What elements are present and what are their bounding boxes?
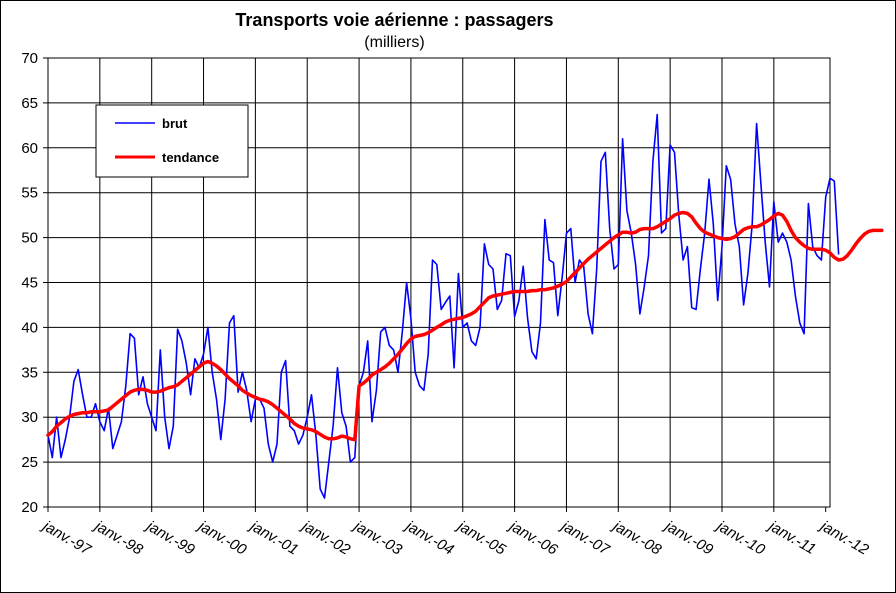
x-tick-label: janv.-06 (505, 517, 561, 559)
legend-box (95, 104, 249, 178)
legend: brut tendance (95, 104, 249, 178)
chart-subtitle: (milliers) (364, 34, 425, 51)
y-tick-label: 30 (21, 409, 38, 426)
y-tick-label: 50 (21, 230, 38, 247)
x-tick-label: janv.-03 (349, 517, 405, 559)
y-tick-label: 20 (21, 499, 38, 516)
series-line-brut (47, 113, 840, 499)
x-tick-label: janv.-00 (194, 517, 250, 559)
x-tick-label: janv.-10 (712, 517, 768, 559)
y-tick-label: 45 (21, 275, 38, 292)
x-tick-label: janv.-08 (609, 517, 665, 559)
x-tick-label: janv.-12 (816, 517, 872, 559)
x-tick-label: janv.-07 (557, 517, 613, 559)
x-tick-label: janv.-97 (38, 517, 94, 559)
x-tick-label: janv.-11 (764, 517, 819, 558)
x-tick-label: janv.-01 (246, 517, 301, 559)
y-tick-label: 35 (21, 364, 38, 381)
y-tick-label: 65 (21, 95, 38, 112)
y-tick-label: 25 (21, 454, 38, 471)
legend-label-tendance: tendance (162, 150, 219, 165)
y-tick-label: 55 (21, 185, 38, 202)
x-tick-label: janv.-02 (297, 517, 353, 559)
legend-label-brut: brut (162, 116, 188, 131)
x-tick-label: janv.-99 (142, 517, 198, 559)
x-tick-label: janv.-04 (401, 517, 456, 559)
y-tick-label: 40 (21, 319, 38, 336)
x-tick-label: janv.-09 (660, 517, 716, 559)
x-tick-label: janv.-05 (453, 517, 509, 559)
chart-title: Transports voie aérienne : passagers (235, 10, 554, 30)
y-tick-label: 60 (21, 140, 38, 157)
y-tick-label: 70 (21, 50, 38, 67)
x-tick-label: janv.-98 (90, 517, 146, 559)
series-line-tendance (46, 210, 884, 442)
